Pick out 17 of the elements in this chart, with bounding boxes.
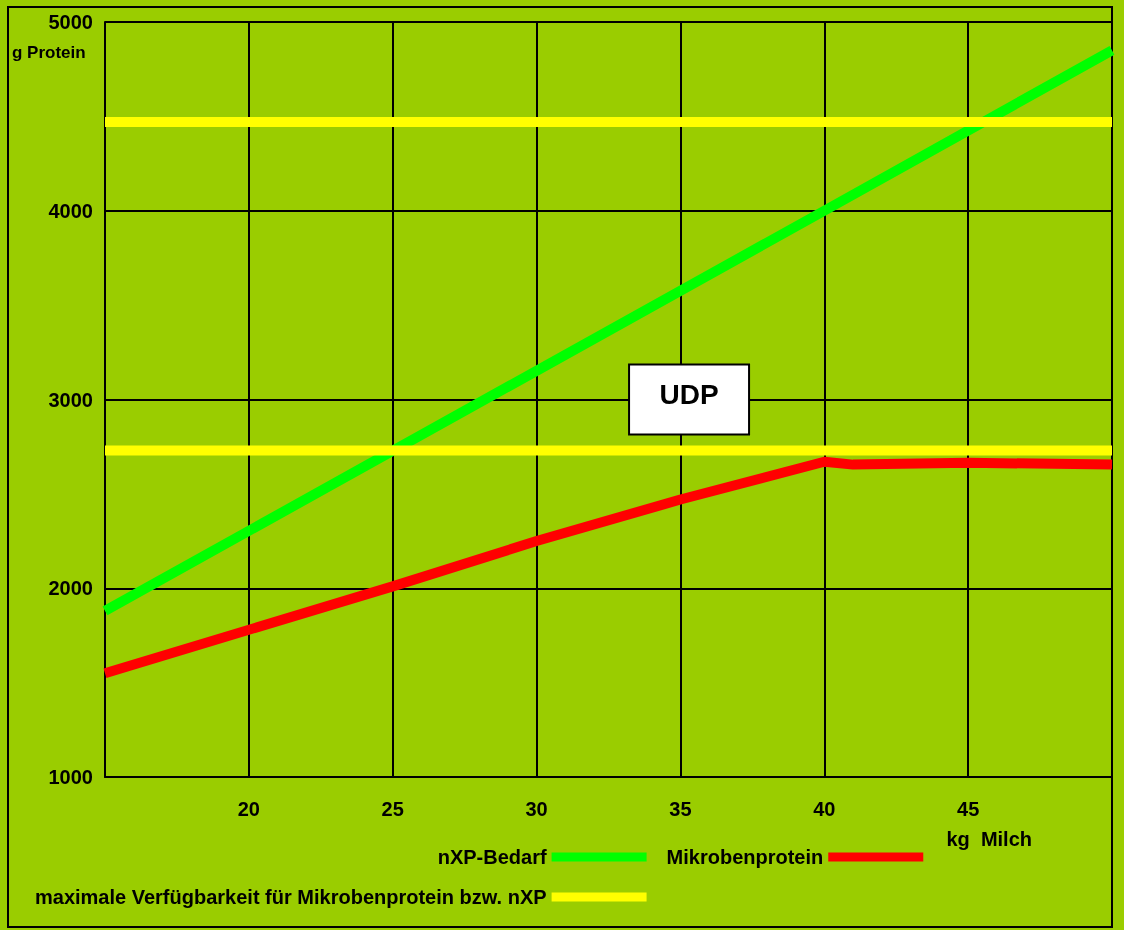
x-tick-label: 20 [237,798,260,820]
y-tick-label: 4000 [48,199,93,222]
y-tick-label: 3000 [48,388,93,411]
annotation: UDP [659,379,719,410]
y-tick-label: 5000 [48,11,93,33]
x-tick-label: 35 [669,798,692,820]
legend-label: nXP-Bedarf [437,846,547,868]
y-tick-label: 1000 [48,766,93,788]
x-tick-label: 30 [525,798,548,820]
x-axis-title: kg Milch [946,828,1032,850]
y-axis-title: g Protein [12,43,86,62]
x-tick-label: 40 [813,798,836,820]
legend-label: Mikrobenprotein [666,846,824,868]
y-tick-label: 2000 [48,577,93,600]
x-tick-label: 45 [957,798,980,820]
x-tick-label: 25 [381,798,404,820]
legend-label: maximale Verfügbarkeit für Mikrobenprotein bzw. nXP [35,886,547,908]
